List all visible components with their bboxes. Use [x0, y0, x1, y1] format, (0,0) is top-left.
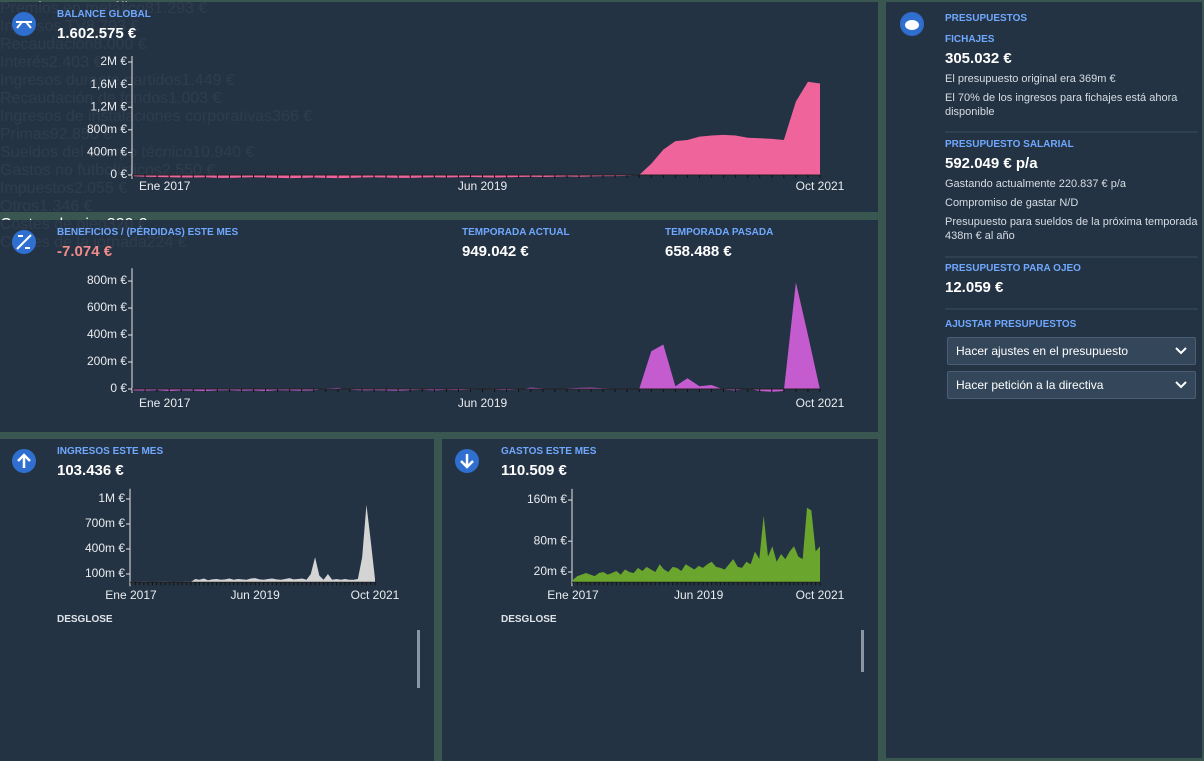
note: Gastando actualmente 220.837 € p/a [945, 178, 1127, 190]
expenses-panel [442, 439, 878, 761]
y-tick-label: 100m € [85, 566, 125, 580]
y-tick-label: 400m € [87, 327, 127, 341]
panel-value: -7.074 € [57, 243, 113, 260]
section-value: 12.059 € [945, 279, 1004, 296]
icon [12, 230, 36, 254]
section-title: FICHAJES [945, 34, 995, 45]
x-tick-label: Jun 2019 [458, 396, 508, 410]
y-tick-label: 800m € [87, 122, 127, 136]
panel-title: PRESUPUESTOS [945, 13, 1028, 24]
panel-value: 103.436 € [57, 462, 124, 479]
icon [455, 449, 479, 473]
y-tick-label: 200m € [87, 354, 127, 368]
panel-title: BENEFICIOS / (PÉRDIDAS) ESTE MES [57, 227, 239, 238]
stat-title: TEMPORADA PASADA [665, 227, 774, 238]
icon [12, 12, 36, 36]
section-value: 305.032 € [945, 50, 1012, 67]
x-tick-label: Oct 2021 [796, 179, 845, 193]
y-tick-label: 1M € [98, 491, 125, 505]
x-tick-label: Ene 2017 [139, 179, 191, 193]
dropdown-button[interactable]: Hacer petición a la directiva [947, 371, 1196, 399]
stat-value: 949.042 € [462, 243, 529, 260]
icon [12, 449, 36, 473]
x-tick-label: Ene 2017 [547, 588, 599, 602]
section-title: PRESUPUESTO PARA OJEO [945, 263, 1081, 274]
x-tick-label: Oct 2021 [351, 588, 400, 602]
x-tick-label: Jun 2019 [674, 588, 724, 602]
breakdown-title: DESGLOSE [501, 614, 557, 625]
area [133, 81, 820, 179]
y-tick-label: 1,6M € [90, 77, 127, 91]
stat-value: 658.488 € [665, 243, 732, 260]
y-tick-label: 0 € [110, 381, 127, 395]
y-tick-label: 160m € [527, 492, 567, 506]
x-tick-label: Oct 2021 [796, 588, 845, 602]
y-tick-label: 800m € [87, 273, 127, 287]
panel-value: 1.602.575 € [57, 25, 137, 42]
x-tick-label: Jun 2019 [230, 588, 280, 602]
y-tick-label: 700m € [85, 516, 125, 530]
x-tick-label: Ene 2017 [105, 588, 157, 602]
y-tick-label: 400m € [87, 145, 127, 159]
breakdown-title: DESGLOSE [57, 614, 113, 625]
dropdown-button[interactable]: Hacer ajustes en el presupuesto [947, 337, 1196, 365]
section-value: 592.049 € p/a [945, 155, 1038, 172]
x-tick-label: Ene 2017 [139, 396, 191, 410]
panel-title: BALANCE GLOBAL [57, 9, 151, 20]
chevron [1175, 381, 1187, 389]
x-tick-label: Jun 2019 [458, 179, 508, 193]
y-tick-label: 20m € [534, 564, 568, 578]
chevron [1175, 347, 1187, 355]
y-tick-label: 2M € [100, 54, 127, 68]
panel-title: GASTOS ESTE MES [501, 446, 597, 457]
stat-title: TEMPORADA ACTUAL [462, 227, 570, 238]
button-label: Hacer ajustes en el presupuesto [956, 344, 1129, 358]
y-tick-label: 600m € [87, 300, 127, 314]
panel-value: 110.509 € [501, 462, 567, 479]
scrollbar[interactable] [861, 630, 864, 672]
income-panel [0, 439, 434, 761]
y-tick-label: 80m € [534, 533, 568, 547]
scrollbar[interactable] [417, 630, 420, 688]
note: El 70% de los ingresos para fichajes est… [945, 92, 1178, 118]
button-label: Hacer petición a la directiva [956, 378, 1104, 392]
y-tick-label: 1,2M € [90, 99, 127, 113]
x-tick-label: Oct 2021 [796, 396, 845, 410]
area [573, 507, 820, 583]
note: Compromiso de gastar N/D [945, 197, 1079, 209]
icon [900, 12, 924, 36]
note: Presupuesto para sueldos de la próxima t… [945, 216, 1198, 242]
section-title: AJUSTAR PRESUPUESTOS [945, 319, 1077, 330]
y-tick-label: 400m € [85, 541, 125, 555]
panel-title: INGRESOS ESTE MES [57, 446, 164, 457]
area [131, 504, 375, 583]
note: El presupuesto original era 369m € [945, 73, 1116, 85]
profit-panel [0, 220, 878, 432]
y-tick-label: 0 € [110, 167, 127, 181]
area [133, 282, 820, 392]
section-title: PRESUPUESTO SALARIAL [945, 139, 1074, 150]
